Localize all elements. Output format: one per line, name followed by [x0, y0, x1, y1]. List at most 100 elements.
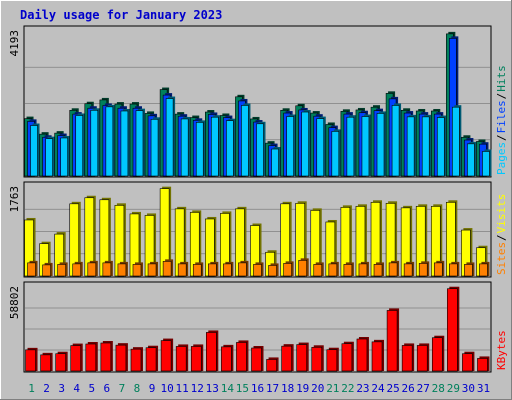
bar-sites-day-14-fill: [223, 263, 232, 277]
bar-kbytes-day-12: [190, 344, 204, 372]
bar-kbytes-day-20: [311, 345, 324, 372]
bar-kbytes-day-1-fill: [25, 349, 36, 372]
bar-sites-day-23-fill: [358, 263, 368, 277]
bar-pages-day-1-fill: [30, 125, 38, 177]
bar-kbytes-day-30: [462, 351, 475, 372]
day-label-3: 3: [58, 382, 65, 395]
day-label-10: 10: [160, 382, 173, 395]
bar-pages-day-5-fill: [90, 109, 99, 177]
bar-pages-day-24-fill: [376, 113, 385, 177]
bar-kbytes-day-21: [326, 347, 339, 372]
bar-pages-day-7: [120, 108, 130, 177]
bar-sites-day-18: [283, 261, 294, 277]
bar-kbytes-day-29: [447, 286, 460, 372]
bar-sites-day-26: [403, 261, 415, 277]
bar-pages-day-22: [346, 115, 356, 177]
legend-label: Sites: [495, 242, 508, 275]
bar-sites-day-10-fill: [162, 261, 172, 277]
chart-title: Daily usage for January 2023: [20, 8, 222, 22]
bar-sites-day-22-fill: [343, 264, 353, 277]
bar-pages-day-15: [241, 103, 251, 177]
bar-kbytes-day-16-fill: [251, 347, 262, 372]
bar-sites-day-20-fill: [313, 264, 323, 277]
bar-pages-day-12-fill: [195, 122, 204, 177]
bar-sites-day-11-fill: [177, 263, 187, 277]
bar-sites-day-13-fill: [208, 263, 217, 277]
bar-kbytes-day-8-fill: [130, 348, 142, 372]
bar-sites-day-16-fill: [253, 264, 262, 277]
bar-pages-day-11: [180, 116, 191, 177]
day-label-4: 4: [73, 382, 80, 395]
bar-pages-day-26: [406, 114, 417, 177]
day-label-28: 28: [432, 382, 445, 395]
day-label-16: 16: [251, 382, 264, 395]
bar-kbytes-day-5: [85, 342, 98, 372]
bar-pages-day-29-fill: [452, 106, 460, 177]
bar-pages-day-19: [301, 110, 311, 177]
bar-pages-day-31-fill: [482, 151, 490, 177]
bar-pages-day-6-fill: [105, 106, 114, 177]
bar-sites-day-19: [298, 258, 309, 277]
bar-kbytes-day-27-fill: [416, 345, 428, 372]
bar-sites-day-13: [208, 261, 219, 277]
bar-kbytes-day-10: [160, 338, 174, 372]
bar-sites-day-9: [147, 261, 159, 277]
ymax-label: 58802: [8, 286, 21, 319]
bar-sites-day-17-fill: [268, 265, 277, 277]
bar-kbytes-day-17: [266, 357, 279, 372]
bar-sites-day-26-fill: [403, 263, 413, 277]
bar-sites-day-28-fill: [433, 262, 443, 277]
ymax-label: 4193: [8, 30, 21, 57]
bar-pages-day-4-fill: [75, 115, 84, 177]
day-label-20: 20: [311, 382, 324, 395]
day-label-2: 2: [43, 382, 50, 395]
legend-label: Pages: [495, 142, 508, 175]
legend-visits-sites: Sites/Visits: [495, 194, 508, 275]
bar-sites-day-8-fill: [132, 264, 142, 277]
bar-kbytes-day-7: [115, 343, 128, 372]
bar-pages-day-22-fill: [346, 116, 355, 177]
day-label-8: 8: [134, 382, 141, 395]
bar-kbytes-day-22-fill: [341, 343, 353, 372]
day-label-25: 25: [386, 382, 399, 395]
bar-kbytes-day-11-fill: [175, 346, 187, 372]
bar-kbytes-day-13-fill: [206, 332, 217, 372]
bar-kbytes-day-26: [401, 343, 415, 372]
bar-kbytes-day-8: [130, 347, 143, 372]
bar-sites-day-15: [238, 260, 249, 277]
bar-pages-day-10: [165, 96, 176, 177]
bar-kbytes-day-16: [251, 346, 264, 372]
bar-sites-day-21-fill: [328, 263, 338, 277]
day-label-15: 15: [236, 382, 249, 395]
bar-pages-day-13: [211, 115, 221, 177]
bar-pages-day-13-fill: [211, 116, 219, 177]
day-label-11: 11: [176, 382, 189, 395]
bar-sites-day-29: [449, 261, 460, 277]
day-label-29: 29: [447, 382, 460, 395]
bar-kbytes-day-10-fill: [160, 340, 172, 372]
legend-label: Visits: [495, 194, 508, 234]
legend-label: /: [495, 134, 508, 141]
bar-sites-day-10: [162, 259, 174, 277]
bar-pages-day-20: [316, 116, 326, 177]
legend-label: /: [495, 234, 508, 241]
day-labels: 1 2 3 4 5 6 7 8 9 10 11 12 13 14 15 16 17 18 19 20 21 22 23 24 2…: [28, 382, 490, 395]
bar-pages-day-27: [421, 114, 432, 177]
bar-pages-day-23-fill: [361, 116, 370, 177]
bar-sites-day-18-fill: [283, 263, 292, 277]
bar-sites-day-2-fill: [42, 264, 51, 277]
bar-kbytes-day-31-fill: [477, 358, 488, 372]
bar-kbytes-day-28: [431, 335, 445, 372]
legend-label: KBytes: [495, 330, 508, 370]
bar-sites-day-29-fill: [449, 263, 458, 277]
bar-sites-day-25: [388, 260, 400, 277]
day-label-6: 6: [104, 382, 111, 395]
bar-kbytes-day-4-fill: [70, 345, 82, 372]
bar-sites-day-2: [42, 262, 53, 277]
day-label-24: 24: [371, 382, 385, 395]
bar-sites-day-21: [328, 261, 339, 277]
bar-pages-day-8-fill: [135, 110, 144, 177]
bar-sites-day-25-fill: [388, 262, 398, 277]
chart-panels: 4193Pages/Files/Hits1763Sites/Visits5880…: [8, 25, 508, 395]
